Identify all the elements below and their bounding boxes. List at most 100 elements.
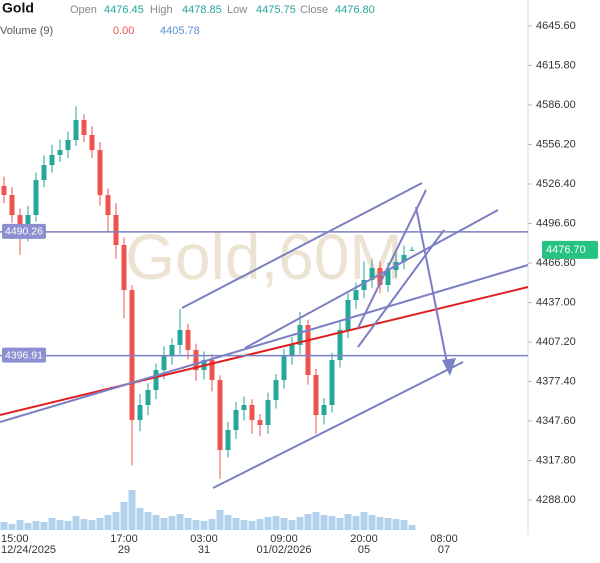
x-tick-label: 03:00 — [190, 533, 218, 545]
volume-bar — [232, 518, 240, 530]
candle-body — [153, 370, 159, 390]
candle-body — [385, 270, 391, 286]
symbol-title: Gold — [2, 0, 34, 16]
volume-bar — [56, 520, 64, 530]
readout-value: 4476.45 — [104, 4, 144, 16]
x-date-label: 01/02/2026 — [256, 544, 311, 556]
volume-bar — [224, 515, 232, 530]
y-tick-label: 4347.60 — [536, 415, 576, 427]
volume-bar — [24, 523, 32, 530]
volume-bar — [40, 522, 48, 530]
candle-body — [337, 329, 343, 361]
volume-bar — [384, 518, 392, 530]
last-price-tag — [542, 240, 598, 259]
y-tick-label: 4407.20 — [536, 336, 576, 348]
readout-label: Low — [227, 4, 247, 16]
candle-body — [113, 215, 119, 245]
volume-value: 0.00 — [113, 25, 134, 37]
candle-body — [97, 150, 103, 196]
candle-body — [313, 375, 319, 416]
drawings — [0, 182, 529, 489]
candle-body — [233, 410, 239, 431]
volume-bar — [336, 518, 344, 530]
arrow — [415, 206, 449, 369]
y-tick-label: 4645.60 — [536, 20, 576, 32]
volume-bar — [176, 514, 184, 530]
readout-label: High — [150, 4, 173, 16]
x-date-label: 12/24/2025 — [1, 544, 56, 556]
watermark: Gold,60M — [125, 221, 402, 293]
volume-bar — [240, 520, 248, 530]
volume-bar — [184, 518, 192, 530]
volume-bar — [112, 512, 120, 530]
volume-bar — [152, 515, 160, 530]
volume-bar — [120, 502, 128, 530]
candle-body — [345, 299, 351, 330]
volume-bar — [8, 524, 16, 530]
candle-body — [81, 119, 87, 135]
volume-bar — [0, 522, 8, 530]
y-tick-label: 4317.80 — [536, 454, 576, 466]
candle-body — [257, 420, 263, 425]
volume-bar — [128, 490, 136, 530]
volume-bar — [392, 519, 400, 530]
volume-bar — [368, 515, 376, 530]
volume-bar — [32, 521, 40, 530]
candle-body — [401, 254, 407, 262]
candle-body — [249, 404, 255, 421]
candle-body — [273, 380, 279, 401]
candle-body — [89, 134, 95, 151]
x-tick-label: 20:00 — [350, 533, 378, 545]
y-tick-label: 4466.80 — [536, 257, 576, 269]
readout-label: Open — [70, 4, 97, 16]
candle-body — [225, 430, 231, 451]
readout-value: 4478.85 — [182, 4, 222, 16]
volume-bar — [192, 520, 200, 530]
volume-bar — [48, 518, 56, 530]
volume-bar — [408, 525, 416, 530]
candle-body — [289, 344, 295, 355]
candle-body — [241, 404, 247, 411]
volume-bar — [352, 516, 360, 530]
volume-bar — [144, 512, 152, 530]
candle-body — [217, 380, 223, 451]
candle-body — [369, 268, 375, 280]
candle-body — [33, 180, 39, 216]
candle-body — [185, 329, 191, 350]
volume-value: 4405.78 — [160, 25, 200, 37]
volume-bar — [376, 517, 384, 530]
candle-body — [265, 400, 271, 425]
candle-body — [305, 325, 311, 376]
candle-body — [161, 354, 167, 371]
volume-bar — [16, 520, 24, 530]
volume-bar — [328, 516, 336, 530]
volume-bar — [168, 516, 176, 530]
volume-bar — [216, 510, 224, 530]
volume-bar — [304, 514, 312, 530]
candle-body — [177, 329, 183, 345]
volume-bar — [400, 520, 408, 530]
volume-bar — [208, 519, 216, 530]
level-label: 4396.91 — [5, 349, 43, 361]
x-date-label: 07 — [438, 544, 450, 556]
candle-body — [209, 360, 215, 381]
x-tick-label: 08:00 — [430, 533, 458, 545]
x-date-label: 05 — [358, 544, 370, 556]
level-tag — [2, 223, 46, 239]
trend-line — [181, 182, 423, 309]
volume-bar — [256, 519, 264, 530]
candle-body — [41, 165, 47, 181]
candle-body — [73, 119, 79, 140]
candle-body — [57, 150, 63, 155]
candle-body — [297, 325, 303, 345]
volume-bar — [280, 518, 288, 530]
readout-value: 4475.75 — [256, 4, 296, 16]
level-tag — [2, 347, 46, 363]
x-tick-label: 17:00 — [110, 533, 138, 545]
volume-bar — [360, 512, 368, 530]
volume-bar — [104, 515, 112, 530]
candle-body — [353, 290, 359, 300]
candle-body — [377, 268, 383, 286]
level-label: 4490.26 — [5, 226, 43, 238]
